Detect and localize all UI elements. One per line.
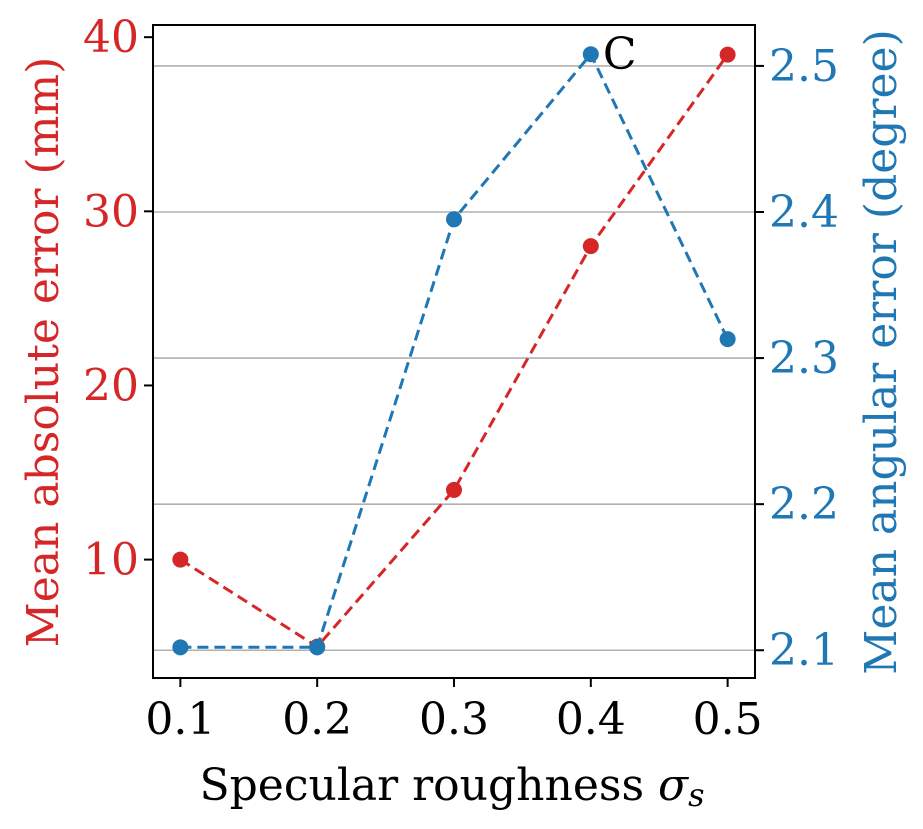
x-tick-label: 0.2 [282,694,352,745]
x-axis-title-subscript: s [688,776,704,814]
annotation-label: C [603,29,637,80]
left-axis-title: Mean absolute error (mm) [18,57,69,648]
angular-line [180,51,729,649]
mae-point [719,46,736,63]
left-tick-label: 30 [83,186,139,237]
x-axis-ticks: 0.1 0.2 0.3 0.4 0.5 [145,678,763,745]
right-tick-label: 2.4 [769,187,839,238]
series-mean-angular-error [172,46,736,656]
right-tick-label: 2.3 [769,333,839,384]
right-axis-title: Mean angular error (degree) [856,29,907,674]
right-tick-label: 2.1 [769,625,839,676]
x-tick-label: 0.3 [419,694,489,745]
right-tick-label: 2.5 [769,41,839,92]
angular-point [582,46,599,63]
x-axis-title-symbol: σ [658,760,690,811]
x-tick-label: 0.4 [556,694,626,745]
x-tick-label: 0.5 [693,694,763,745]
angular-point [309,639,326,656]
mae-point [172,551,189,568]
series-mean-absolute-error [172,46,736,655]
mae-point [446,481,462,498]
x-axis-title: Specular roughness σs [199,760,704,814]
mae-point [582,238,599,255]
left-tick-label: 10 [83,535,139,586]
right-axis-ticks: 2.1 2.2 2.3 2.4 2.5 [755,41,839,676]
angular-point [719,331,736,348]
grid-lines [153,65,755,652]
left-tick-label: 20 [83,360,139,411]
left-tick-label: 40 [83,12,139,63]
mae-line [179,53,729,649]
left-axis-ticks: 10 20 30 40 [83,12,153,586]
plot-frame [152,24,756,679]
x-tick-label: 0.1 [145,694,215,745]
angular-point [172,639,189,656]
angular-point [446,211,462,228]
x-axis-title-text: Specular roughness [199,760,644,811]
right-tick-label: 2.2 [769,479,839,530]
